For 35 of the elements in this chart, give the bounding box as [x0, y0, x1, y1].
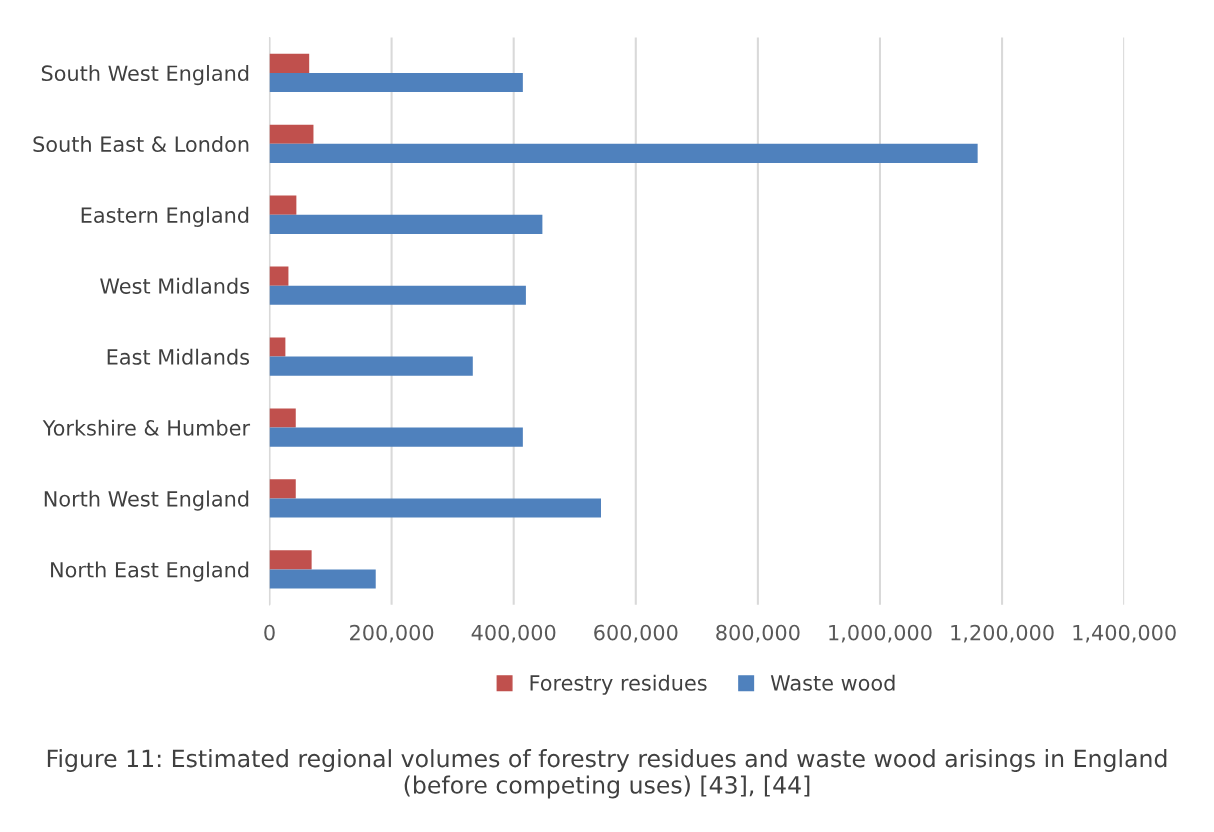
bar [269, 214, 543, 234]
bar [269, 356, 473, 376]
x-tick-label: 1,000,000 [829, 624, 932, 643]
bar [269, 427, 523, 447]
bar [269, 569, 376, 589]
y-tick-label: West Midlands [100, 277, 250, 294]
y-tick-label: East Midlands [107, 348, 250, 365]
x-tick-label: 1,400,000 [1073, 624, 1176, 643]
bar [269, 550, 312, 570]
bar [269, 53, 310, 73]
bar [269, 479, 296, 499]
y-tick-label: South East & London [33, 135, 249, 153]
legend-label: Waste wood [770, 674, 895, 691]
bar [269, 285, 526, 305]
bar [269, 72, 523, 93]
bar [269, 408, 296, 428]
y-tick-label: Eastern England [81, 206, 249, 228]
y-tick-label: North East England [51, 561, 249, 582]
legend-label: Forestry residues [530, 674, 707, 695]
bar [269, 266, 289, 286]
bar [269, 498, 601, 518]
x-tick-label: 0 [264, 624, 275, 641]
x-tick-label: 800,000 [716, 624, 800, 643]
y-tick-label: Yorkshire & Humber [42, 419, 251, 436]
x-tick-label: 600,000 [594, 624, 678, 643]
bar [269, 337, 286, 357]
bar [269, 124, 314, 144]
bar [269, 143, 978, 163]
x-tick-label: 1,200,000 [951, 624, 1054, 643]
bar [269, 195, 297, 215]
y-tick-label: South West England [41, 64, 249, 86]
x-tick-label: 400,000 [471, 624, 556, 643]
x-tick-label: 200,000 [350, 624, 434, 643]
caption: Figure 11: Estimated regional volumes of forestry residues and waste wood arisings in England (before competing uses) [43], [44] [47, 749, 1167, 799]
y-tick-label: North West England [44, 490, 249, 511]
